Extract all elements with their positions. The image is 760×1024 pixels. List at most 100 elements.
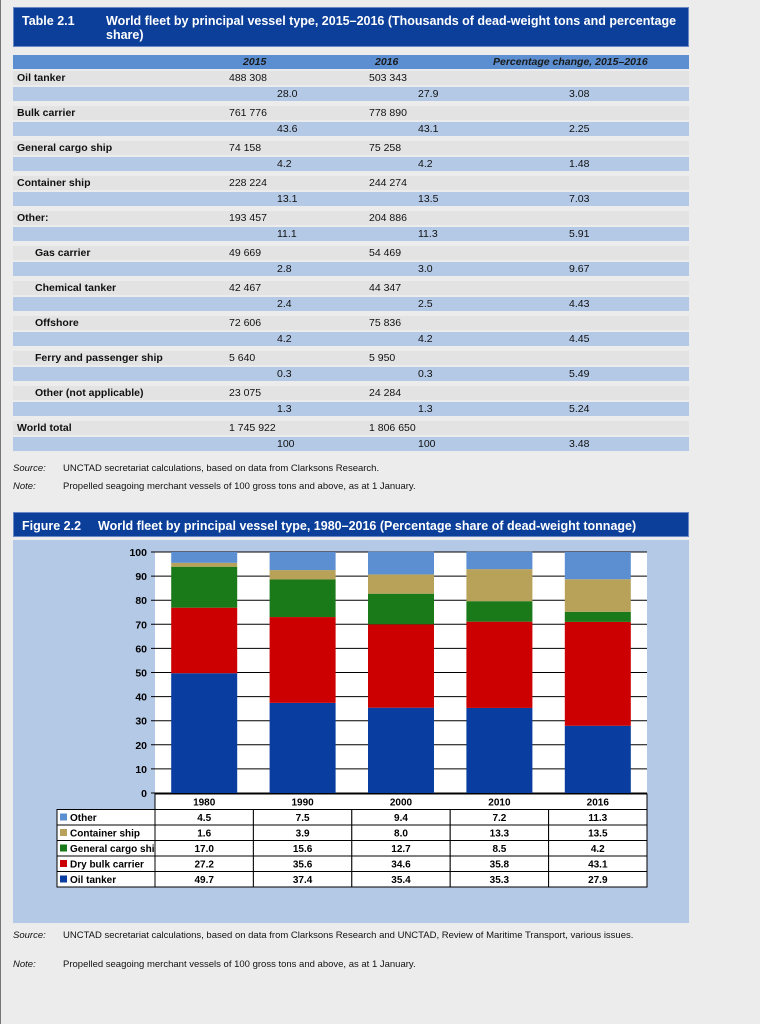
table-row: World total 1 745 922 1 806 650 <box>13 421 689 435</box>
bar-segment <box>466 569 533 602</box>
percent-change: 5.24 <box>569 403 590 415</box>
legend-swatch <box>60 813 67 821</box>
share-2015: 2.8 <box>277 263 292 275</box>
figure-title: World fleet by principal vessel type, 19… <box>98 519 637 533</box>
data-value-label: 8.5 <box>492 844 506 855</box>
y-tick-label: 90 <box>135 571 147 583</box>
row-label: Other: <box>17 212 49 224</box>
percent-change: 5.49 <box>569 368 590 380</box>
y-tick-label: 20 <box>135 740 147 752</box>
share-2016: 43.1 <box>418 123 439 135</box>
y-tick-label: 30 <box>135 716 147 728</box>
figure-note-key: Note: <box>13 959 36 970</box>
table-row: General cargo ship 74 158 75 258 <box>13 141 689 155</box>
data-value-label: 15.6 <box>293 844 313 855</box>
share-2016: 13.5 <box>418 193 439 205</box>
legend-swatch <box>60 860 67 867</box>
col-2015: 2015 <box>243 56 267 68</box>
bar-segment <box>269 617 336 703</box>
row-label: Container ship <box>17 177 91 189</box>
data-value-label: 34.6 <box>391 860 411 871</box>
value-2015: 228 224 <box>229 177 267 189</box>
bar-segment <box>269 702 336 793</box>
bar-segment <box>466 707 533 793</box>
bar-segment <box>171 566 238 608</box>
bar-segment <box>564 611 631 622</box>
bar-segment <box>466 551 533 570</box>
bar-segment <box>564 621 631 726</box>
row-label: Offshore <box>35 317 79 329</box>
share-2015: 100 <box>277 438 295 450</box>
figure-note-text: Propelled seagoing merchant vessels of 1… <box>63 959 416 970</box>
legend-label: Other <box>70 813 97 824</box>
table-row: Gas carrier 49 669 54 469 <box>13 246 689 260</box>
data-value-label: 27.2 <box>194 860 214 871</box>
bar-segment <box>564 552 631 580</box>
legend-label: Oil tanker <box>70 875 116 886</box>
legend-label: Container ship <box>70 829 140 840</box>
percent-change: 3.48 <box>569 438 590 450</box>
table-note-text: Propelled seagoing merchant vessels of 1… <box>63 481 416 492</box>
legend-label: General cargo ship <box>70 844 161 855</box>
table-share-row: 4.2 4.2 1.48 <box>13 157 689 171</box>
y-tick-label: 0 <box>141 788 147 800</box>
value-2015: 1 745 922 <box>229 422 276 434</box>
share-2015: 4.2 <box>277 158 292 170</box>
share-2015: 13.1 <box>277 193 298 205</box>
value-2015: 42 467 <box>229 282 262 294</box>
legend-swatch <box>60 875 67 883</box>
table-share-row: 1.3 1.3 5.24 <box>13 402 689 416</box>
table-row: Bulk carrier 761 776 778 890 <box>13 106 689 120</box>
share-2016: 1.3 <box>418 403 433 415</box>
value-2016: 75 258 <box>369 142 402 154</box>
share-2016: 27.9 <box>418 88 439 100</box>
bar-segment <box>368 593 434 625</box>
share-2015: 11.1 <box>277 228 297 240</box>
value-2016: 778 890 <box>369 107 407 119</box>
table-cell <box>548 871 648 888</box>
figure-note: Note: Propelled seagoing merchant vessel… <box>13 959 703 971</box>
share-2016: 2.5 <box>418 298 433 310</box>
x-category-label: 2010 <box>488 798 511 809</box>
y-tick-label: 40 <box>135 692 147 704</box>
percent-change: 4.45 <box>569 333 590 345</box>
data-value-label: 37.4 <box>293 875 313 886</box>
share-2016: 3.0 <box>418 263 433 275</box>
data-value-label: 35.8 <box>490 860 510 871</box>
bar-segment <box>171 673 238 793</box>
value-2015: 72 606 <box>229 317 262 329</box>
bar-segment <box>269 570 336 580</box>
percent-change: 5.91 <box>569 228 590 240</box>
x-category-label: 2000 <box>390 798 413 809</box>
legend-label: Dry bulk carrier <box>70 860 144 871</box>
row-label: Gas carrier <box>35 247 91 259</box>
table-share-row: 4.2 4.2 4.45 <box>13 332 689 346</box>
share-2015: 28.0 <box>277 88 298 100</box>
table-row: Offshore 72 606 75 836 <box>13 316 689 330</box>
table-share-row: 2.4 2.5 4.43 <box>13 297 689 311</box>
value-2015: 5 640 <box>229 352 256 364</box>
data-value-label: 35.3 <box>490 875 510 886</box>
data-value-label: 8.0 <box>394 829 408 840</box>
legend-swatch <box>60 844 67 852</box>
col-2016: 2016 <box>375 56 399 68</box>
row-label: World total <box>17 422 72 434</box>
value-2015: 74 158 <box>229 142 262 154</box>
share-2015: 0.3 <box>277 368 292 380</box>
y-tick-label: 70 <box>135 619 147 631</box>
value-2016: 24 284 <box>369 387 402 399</box>
table-share-row: 13.1 13.5 7.03 <box>13 192 689 206</box>
value-2016: 204 886 <box>369 212 407 224</box>
bar-segment <box>564 579 631 612</box>
value-2016: 54 469 <box>369 247 402 259</box>
table-row: Oil tanker 488 308 503 343 <box>13 71 689 85</box>
y-tick-label: 50 <box>135 668 147 680</box>
data-value-label: 35.6 <box>293 860 313 871</box>
figure-source-text: UNCTAD secretariat calculations, based o… <box>63 930 634 941</box>
table-title: World fleet by principal vessel type, 20… <box>106 14 677 42</box>
x-category-label: 1990 <box>291 798 314 809</box>
percent-change: 7.03 <box>569 193 590 205</box>
share-2016: 100 <box>418 438 436 450</box>
bar-segment <box>564 725 631 793</box>
